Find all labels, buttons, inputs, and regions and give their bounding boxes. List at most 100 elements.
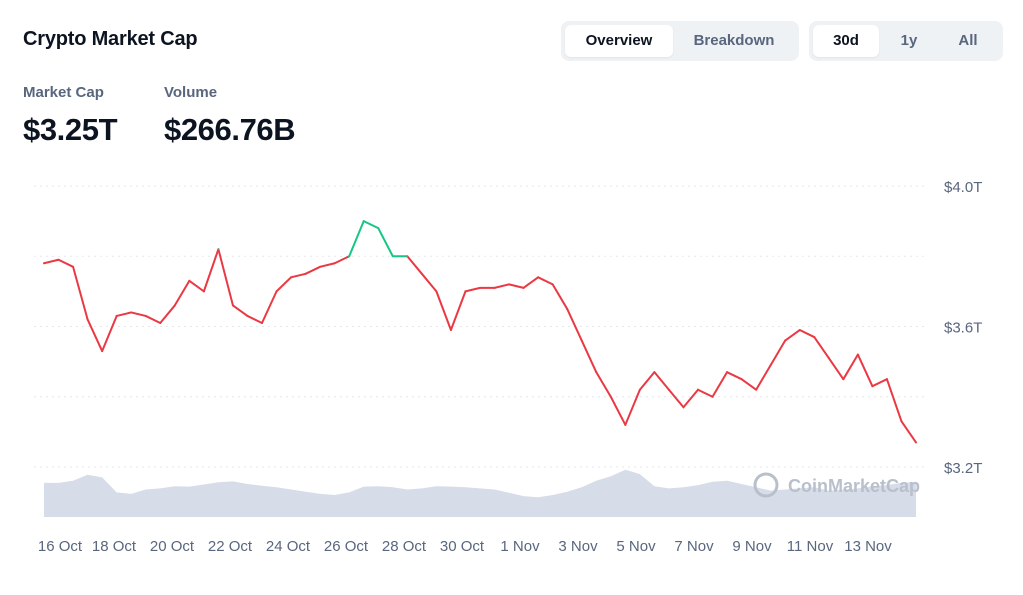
line-segment	[653, 371, 670, 391]
data-point	[377, 227, 380, 229]
x-tick-label: 5 Nov	[616, 538, 656, 555]
data-point	[828, 357, 830, 359]
line-segment	[43, 258, 60, 265]
line-segment	[900, 420, 917, 444]
line-segment	[609, 395, 627, 426]
line-segment	[72, 265, 89, 321]
x-tick-label: 26 Oct	[324, 538, 369, 555]
tab-breakdown[interactable]: Breakdown	[693, 32, 775, 49]
volume-area	[44, 469, 916, 517]
data-point	[697, 388, 699, 391]
watermark-text: CoinMarketCap	[788, 476, 920, 496]
data-point	[551, 283, 554, 286]
data-point	[479, 287, 481, 289]
line-segment	[101, 314, 118, 353]
line-segment	[290, 272, 307, 279]
line-segment	[115, 311, 133, 317]
line-segment	[856, 353, 874, 388]
data-point	[57, 258, 60, 261]
data-point	[842, 378, 845, 380]
line-segment	[871, 378, 888, 388]
page-title: Crypto Market Cap	[23, 28, 198, 50]
line-segment	[755, 364, 772, 391]
data-point	[43, 262, 45, 265]
line-segment	[275, 276, 293, 293]
volume-label: Volume	[164, 84, 218, 101]
x-tick-label: 24 Oct	[266, 538, 311, 555]
line-segment	[202, 248, 220, 293]
data-point	[537, 276, 539, 279]
data-point	[813, 336, 816, 338]
data-point	[769, 364, 772, 366]
line-segment	[508, 283, 525, 289]
line-segment	[493, 283, 511, 289]
data-point	[348, 255, 351, 258]
line-segment	[57, 258, 75, 268]
line-segment	[130, 311, 147, 317]
line-segment	[813, 336, 830, 360]
coinmarketcap-logo	[753, 472, 779, 498]
line-segment	[304, 265, 322, 275]
line-segment	[319, 262, 336, 268]
x-tick-label: 30 Oct	[440, 538, 485, 555]
tab-overview[interactable]: Overview	[565, 25, 673, 57]
data-point	[580, 339, 583, 342]
data-point	[304, 273, 307, 275]
data-point	[435, 290, 438, 293]
line-segment	[449, 290, 467, 332]
line-segment	[740, 378, 758, 391]
view-toggle: Overview Breakdown	[561, 21, 799, 61]
data-point	[639, 388, 641, 391]
line-segment	[173, 279, 191, 307]
x-tick-label: 20 Oct	[150, 538, 195, 555]
data-point	[755, 388, 757, 391]
data-point	[72, 265, 74, 268]
data-point	[798, 329, 801, 331]
data-point	[406, 255, 409, 258]
x-tick-label: 28 Oct	[382, 538, 427, 555]
line-segment	[420, 272, 438, 293]
data-point	[857, 353, 859, 356]
line-segment	[537, 276, 554, 286]
data-point	[624, 424, 627, 426]
data-point	[290, 276, 292, 279]
range-30d-button[interactable]: 30d	[813, 25, 879, 57]
range-all-button[interactable]: All	[958, 32, 978, 49]
line-segment	[726, 371, 743, 381]
range-1y-button[interactable]: 1y	[900, 32, 918, 49]
line-segment	[827, 357, 845, 381]
data-point	[610, 395, 612, 398]
data-point	[232, 304, 234, 307]
line-segment	[159, 304, 176, 324]
line-segment	[377, 227, 394, 258]
data-point	[159, 322, 162, 324]
line-segment	[86, 318, 104, 353]
line-segment	[624, 388, 641, 426]
y-tick-label: $4.0T	[944, 179, 982, 196]
data-point	[493, 287, 496, 289]
data-point	[333, 262, 336, 265]
y-tick-label: $3.2T	[944, 460, 982, 477]
range-toggle: 30d 1y All	[809, 21, 1003, 61]
data-point	[130, 311, 132, 314]
line-segment	[362, 220, 380, 230]
line-segment	[144, 314, 162, 324]
x-tick-label: 7 Nov	[674, 538, 714, 555]
line-segment	[595, 371, 612, 398]
x-tick-label: 3 Nov	[558, 538, 598, 555]
volume-value: $266.76B	[164, 112, 296, 147]
data-point	[246, 315, 249, 317]
data-point	[217, 248, 220, 251]
x-tick-label: 1 Nov	[500, 538, 540, 555]
data-point	[101, 350, 103, 352]
line-segment	[784, 329, 801, 342]
data-point	[362, 220, 365, 222]
data-point	[740, 378, 743, 380]
line-segment	[406, 255, 423, 275]
line-segment	[333, 255, 351, 265]
x-tick-label: 22 Oct	[208, 538, 253, 555]
line-segment	[885, 378, 903, 423]
line-segment	[231, 304, 249, 317]
data-point	[726, 371, 728, 373]
data-point	[522, 287, 525, 289]
